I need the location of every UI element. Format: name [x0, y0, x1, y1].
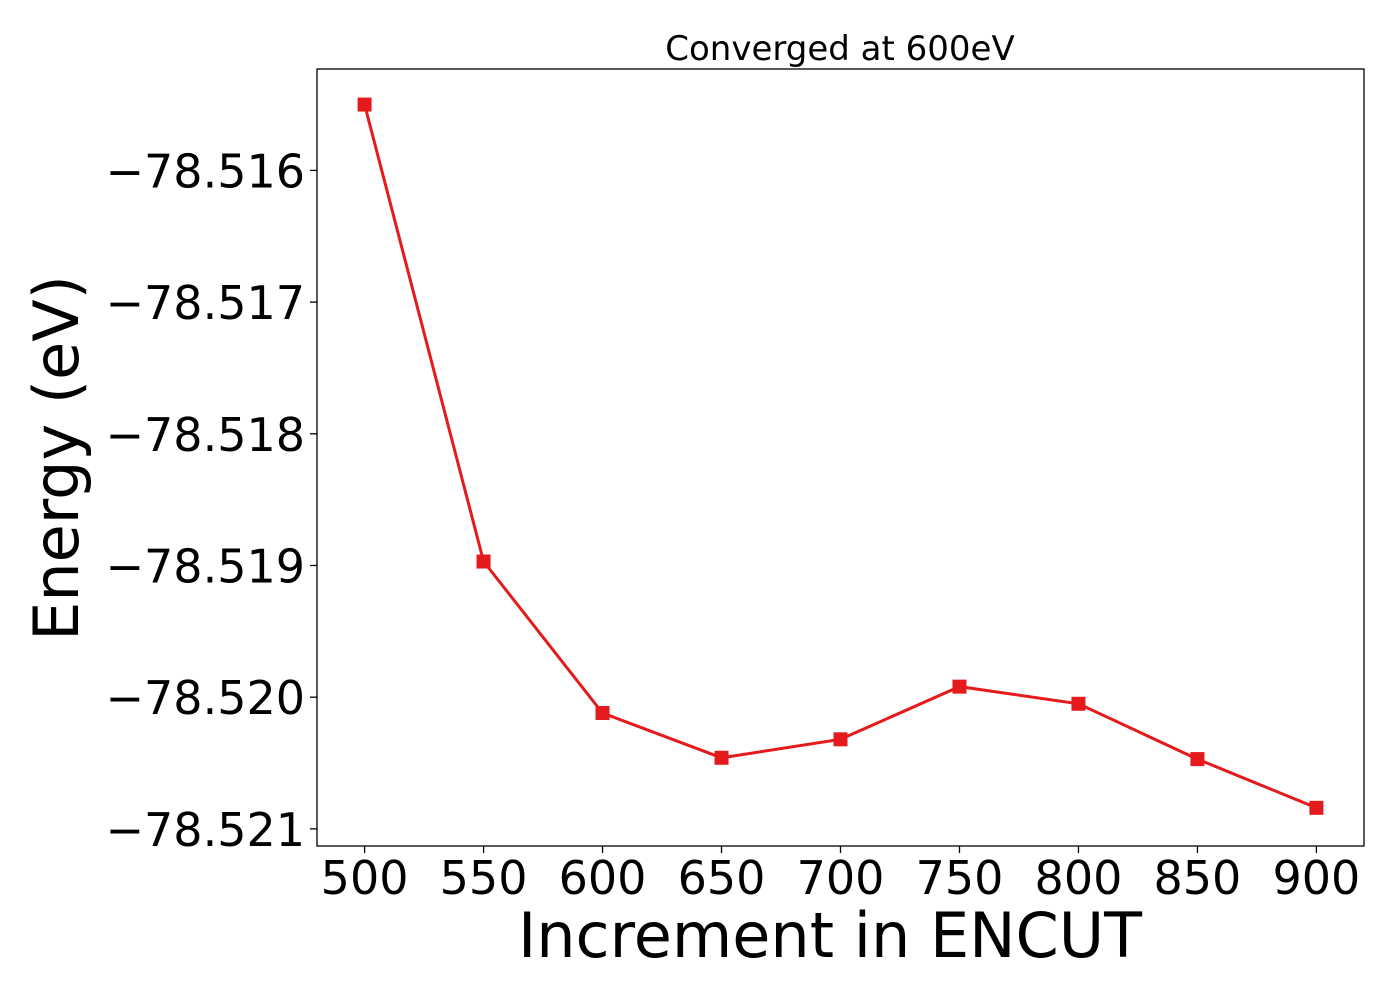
- series-line: [363, 104, 1317, 810]
- data-point-marker: [595, 705, 610, 720]
- data-point-marker: [833, 732, 848, 747]
- x-tick-label: 700: [797, 851, 885, 905]
- x-axis: 500 550 600 650 700 750 800 850 900: [321, 846, 1361, 905]
- plot-frame: [316, 68, 1365, 847]
- data-point-marker: [714, 750, 729, 765]
- data-point-marker: [1071, 696, 1086, 711]
- x-tick-label: 900: [1273, 851, 1361, 905]
- y-tick-label: −78.516: [106, 144, 306, 198]
- x-tick-label: 800: [1035, 851, 1123, 905]
- x-tick-label: 750: [916, 851, 1004, 905]
- x-tick-label: 550: [440, 851, 528, 905]
- y-tick-label: −78.519: [106, 539, 306, 593]
- x-tick-label: 650: [678, 851, 766, 905]
- x-tick-label: 500: [321, 851, 409, 905]
- x-tick-label: 850: [1154, 851, 1242, 905]
- y-tick-label: −78.521: [106, 803, 306, 857]
- y-tick-label: −78.518: [106, 408, 306, 462]
- data-point-marker: [476, 554, 491, 569]
- y-axis-title: Energy (eV): [20, 275, 93, 641]
- data-point-marker: [357, 97, 372, 112]
- y-tick-label: −78.520: [106, 671, 306, 725]
- y-axis: −78.516 −78.517 −78.518 −78.519 −78.520 −78.5…: [106, 144, 317, 857]
- x-tick-label: 600: [559, 851, 647, 905]
- y-tick-label: −78.517: [106, 276, 306, 330]
- data-point-marker: [952, 679, 967, 694]
- series-markers: [357, 97, 1324, 815]
- x-axis-title: Increment in ENCUT: [518, 899, 1143, 972]
- data-point-marker: [1190, 752, 1205, 767]
- chart-title: Converged at 600eV: [665, 29, 1014, 69]
- data-point-marker: [1309, 800, 1324, 815]
